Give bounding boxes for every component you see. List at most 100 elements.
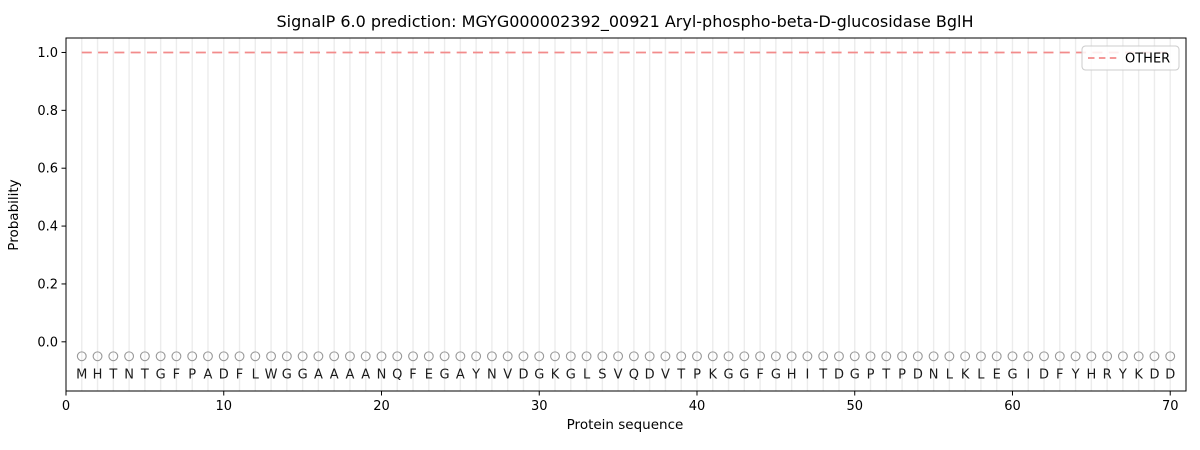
residue-marker-circle <box>897 351 908 362</box>
sequence-letter: M <box>76 368 87 383</box>
residue-marker-circle <box>613 351 624 362</box>
residue-marker-circle <box>155 351 166 362</box>
residue-marker-circle <box>187 351 198 362</box>
x-tick-label: 70 <box>1162 399 1179 414</box>
residue-marker-circle <box>1070 351 1081 362</box>
sequence-letter: N <box>487 368 497 383</box>
x-tick-label: 40 <box>689 399 706 414</box>
legend-label: OTHER <box>1125 52 1170 67</box>
residue-marker-circle <box>203 351 213 362</box>
residue-marker-circle <box>1007 351 1018 362</box>
residue-marker-circle <box>597 351 608 362</box>
legend-box <box>1081 45 1180 71</box>
residue-marker-circle <box>707 351 718 362</box>
sequence-letter: A <box>204 368 213 383</box>
sequence-letter: P <box>898 368 906 383</box>
sequence-letter: A <box>314 368 323 383</box>
residue-marker-circle <box>818 351 829 362</box>
residue-marker-circle <box>960 351 971 362</box>
y-tick-label: 0.8 <box>37 104 58 119</box>
sequence-letter: H <box>787 368 797 383</box>
residue-marker-circle <box>802 351 813 362</box>
y-tick-label: 0.0 <box>37 335 58 350</box>
sequence-letter: G <box>534 368 544 383</box>
residue-marker-circle <box>486 351 497 362</box>
sequence-letter: H <box>1086 368 1096 383</box>
sequence-letter: T <box>818 368 827 383</box>
y-tick-label: 0.6 <box>37 162 58 177</box>
sequence-letter: E <box>425 368 433 383</box>
sequence-letter: Y <box>1118 368 1127 383</box>
residue-marker-circle <box>692 351 702 362</box>
residue-marker-circle <box>550 351 560 362</box>
sequence-letter: D <box>1165 368 1175 383</box>
residue-marker-circle <box>1086 351 1097 362</box>
sequence-letter: T <box>881 368 890 383</box>
sequence-letter: Y <box>471 368 480 383</box>
sequence-letter: Y <box>1071 368 1080 383</box>
sequence-letter: G <box>298 368 308 383</box>
residue-marker-circle <box>770 351 781 362</box>
sequence-letter: E <box>993 368 1001 383</box>
sequence-letter: V <box>503 368 512 383</box>
residue-marker-circle <box>313 351 324 362</box>
sequence-letter: N <box>929 368 939 383</box>
sequence-letter: T <box>676 368 685 383</box>
sequence-letter: D <box>219 368 229 383</box>
sequence-letter: I <box>805 368 809 383</box>
residue-marker-circle <box>660 351 671 362</box>
y-tick-label: 0.4 <box>37 220 58 235</box>
residue-marker-circle <box>266 351 277 362</box>
sequence-letter: R <box>1103 368 1112 383</box>
residue-marker-circle <box>518 351 529 362</box>
residue-marker-circle <box>676 351 687 362</box>
residue-marker-circle <box>644 351 655 362</box>
sequence-letter: Q <box>392 368 402 383</box>
residue-marker-circle <box>439 351 450 362</box>
residue-marker-circle <box>755 351 766 362</box>
y-tick-label: 1.0 <box>37 46 58 61</box>
sequence-letter: H <box>93 368 103 383</box>
sequence-letter: G <box>1007 368 1017 383</box>
residue-marker-circle <box>628 351 639 362</box>
residue-marker-circle <box>581 351 592 362</box>
sequence-letter: Q <box>629 368 639 383</box>
sequence-letter: L <box>252 368 260 383</box>
residue-marker-circle <box>975 351 986 362</box>
residue-marker-circle <box>834 351 844 362</box>
x-tick-label: 10 <box>215 399 232 414</box>
sequence-letter: W <box>265 368 278 383</box>
legend: OTHER <box>1081 45 1180 71</box>
sequence-letter: N <box>377 368 387 383</box>
residue-marker-circle <box>1039 351 1049 362</box>
frame-layer: 0 10 20 30 40 50 60 70 0.0 0.2 0.4 0.6 0.8 1.0 <box>37 37 1187 414</box>
residue-marker-circle <box>408 351 418 362</box>
sequence-letter: V <box>661 368 670 383</box>
residue-marker-circle <box>786 351 797 362</box>
sequence-letter: G <box>739 368 749 383</box>
y-tick-label: 0.2 <box>37 277 58 292</box>
sequence-letter: G <box>440 368 450 383</box>
sequence-letter: L <box>946 368 954 383</box>
residue-marker-circle <box>991 351 1002 362</box>
sequence-letter: V <box>614 368 623 383</box>
y-axis-label: Probability <box>6 179 22 250</box>
sequence-letter: G <box>723 368 733 383</box>
sequence-letter: A <box>345 368 354 383</box>
grid-layer <box>81 38 1171 391</box>
sequence-letter: A <box>361 368 370 383</box>
sequence-letter: P <box>693 368 701 383</box>
sequence-letter: F <box>756 368 763 383</box>
residue-marker-circle <box>234 351 245 362</box>
residue-marker-circle <box>534 351 545 362</box>
residue-marker-circle <box>565 351 576 362</box>
sequence-letter: G <box>282 368 292 383</box>
sequence-letter: F <box>1056 368 1063 383</box>
sequence-letter: S <box>598 368 606 383</box>
residue-marker-circle <box>76 351 87 362</box>
residue-marker-circle <box>944 351 955 362</box>
sequence-letter: N <box>124 368 134 383</box>
